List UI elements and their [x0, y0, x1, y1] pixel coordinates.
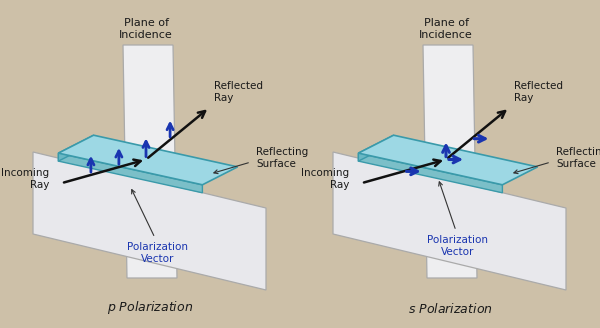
Text: Plane of
Incidence: Plane of Incidence: [119, 18, 173, 40]
Polygon shape: [358, 135, 394, 161]
Text: Reflected
Ray: Reflected Ray: [514, 81, 563, 103]
Polygon shape: [58, 153, 202, 193]
Polygon shape: [358, 135, 538, 185]
Polygon shape: [423, 45, 477, 278]
Polygon shape: [123, 45, 177, 278]
Text: $s$ Polarization: $s$ Polarization: [407, 302, 493, 316]
Text: Reflecting
Surface: Reflecting Surface: [556, 147, 600, 169]
Text: Reflected
Ray: Reflected Ray: [214, 81, 263, 103]
Polygon shape: [33, 152, 266, 290]
Polygon shape: [58, 135, 94, 161]
Text: Incoming
Ray: Incoming Ray: [301, 168, 349, 190]
Text: Incoming
Ray: Incoming Ray: [1, 168, 49, 190]
Text: Plane of
Incidence: Plane of Incidence: [419, 18, 473, 40]
Text: Polarization
Vector: Polarization Vector: [128, 242, 188, 264]
Text: Reflecting
Surface: Reflecting Surface: [256, 147, 308, 169]
Polygon shape: [333, 152, 566, 290]
Text: Polarization
Vector: Polarization Vector: [427, 235, 488, 256]
Text: $p$ Polarization: $p$ Polarization: [107, 299, 193, 316]
Polygon shape: [58, 135, 238, 185]
Polygon shape: [358, 153, 502, 193]
